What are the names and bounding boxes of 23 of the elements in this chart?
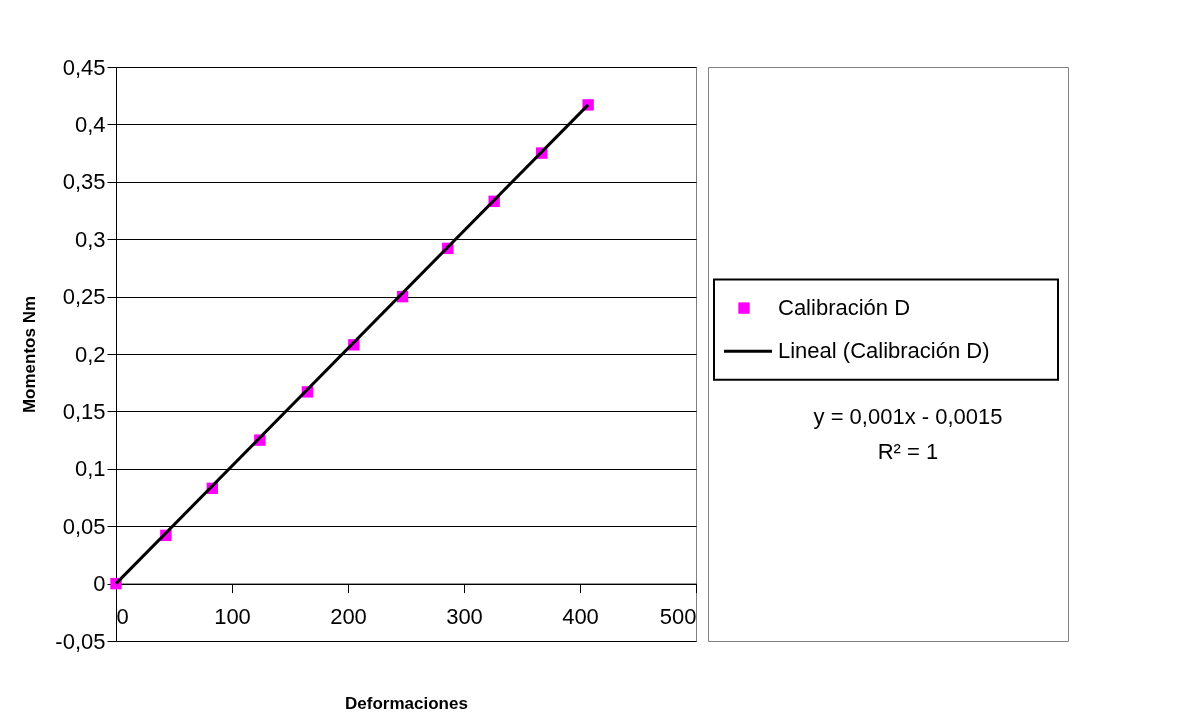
y-tick-label: 0,3 [74,226,106,252]
y-tick-label: -0,05 [55,628,106,654]
y-tick-label: 0 [93,571,106,597]
x-axis-title: Deformaciones [345,693,468,713]
legend-label: Lineal (Calibración D) [778,338,990,364]
x-tick-label: 0 [116,604,129,630]
y-tick-label: 0,2 [74,341,106,367]
y-axis-title: Momentos Nm [20,295,40,414]
y-tick-label: 0,4 [74,111,106,137]
x-tick-label: 200 [330,604,367,630]
y-tick-label: 0,35 [62,169,106,195]
y-tick-label: 0,15 [62,398,106,424]
x-tick-label: 400 [562,604,599,630]
y-tick-label: 0,1 [74,456,106,482]
x-tick-label: 300 [446,604,483,630]
text: y = 0,001x - 0,0015 [813,404,1003,430]
x-tick-label: 500 [659,604,697,630]
text: R² = 1 [877,438,939,464]
x-tick-label: 100 [214,604,251,630]
legend-label: Calibración D [778,295,911,321]
y-tick-label: 0,25 [62,284,106,310]
y-tick-label: 0,05 [62,513,106,539]
y-tick-label: 0,45 [62,54,106,80]
